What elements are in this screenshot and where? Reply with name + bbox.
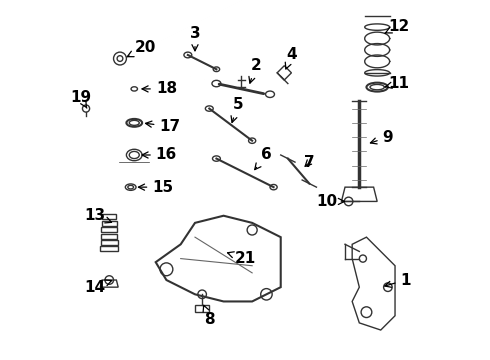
Text: 20: 20	[127, 40, 156, 57]
Text: 9: 9	[370, 130, 393, 145]
Text: 15: 15	[139, 180, 173, 195]
Text: 1: 1	[385, 273, 411, 288]
Text: 5: 5	[231, 98, 243, 122]
Text: 19: 19	[70, 90, 91, 108]
Text: 11: 11	[385, 76, 409, 91]
Text: 6: 6	[255, 148, 272, 170]
Text: 4: 4	[285, 48, 297, 69]
Text: 12: 12	[385, 19, 409, 34]
Text: 17: 17	[146, 119, 180, 134]
Text: 16: 16	[142, 148, 177, 162]
Text: 2: 2	[249, 58, 261, 83]
Text: 14: 14	[84, 280, 112, 295]
Text: 13: 13	[84, 208, 112, 223]
Text: 7: 7	[304, 155, 315, 170]
Text: 8: 8	[203, 305, 215, 327]
Text: 21: 21	[227, 251, 256, 266]
Text: 10: 10	[317, 194, 344, 209]
Text: 18: 18	[142, 81, 177, 96]
Text: 3: 3	[190, 26, 200, 51]
